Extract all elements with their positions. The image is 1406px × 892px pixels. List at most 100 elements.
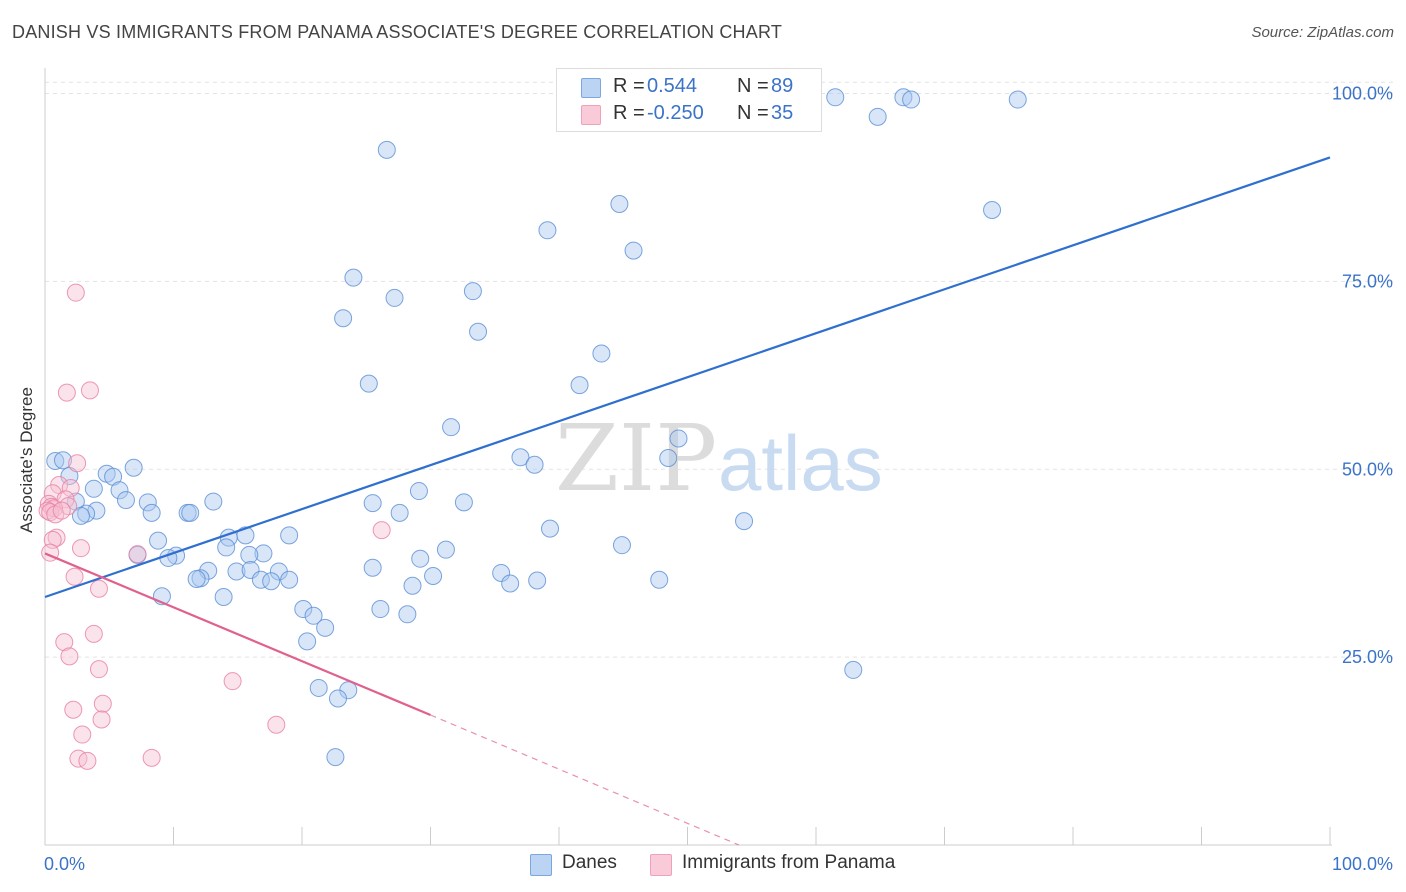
danes-point: [254, 544, 273, 563]
danes-point: [294, 600, 313, 619]
correlation-legend: R = 0.544 N = 89 R = -0.250 N = 35: [556, 68, 822, 132]
danes-point: [409, 482, 428, 501]
danes-point: [334, 309, 353, 328]
danes-point: [181, 503, 200, 522]
legend-swatch-panama: [581, 105, 601, 125]
danes-point: [142, 503, 161, 522]
danes-point: [298, 632, 317, 651]
panama-point: [128, 545, 147, 564]
danes-point: [403, 576, 422, 595]
danes-point: [328, 689, 347, 708]
danes-point: [528, 571, 547, 590]
danes-point: [326, 748, 345, 767]
danes-point: [735, 512, 754, 531]
danes-point: [442, 418, 461, 437]
panama-point: [84, 624, 103, 643]
danes-point: [187, 569, 206, 588]
panama-point: [66, 283, 85, 302]
danes-point: [110, 481, 129, 500]
panama-point: [92, 710, 111, 729]
legend-n-label: N =: [737, 102, 769, 124]
danes-point: [492, 563, 511, 582]
danes-point: [116, 491, 135, 510]
y-tick-label: 25.0%: [1342, 647, 1393, 667]
danes-point: [538, 221, 557, 240]
danes-point: [411, 549, 430, 568]
danes-point: [541, 519, 560, 538]
danes-point: [359, 374, 378, 393]
panama-trend-extension: [430, 714, 740, 846]
danes-point: [124, 458, 143, 477]
bottom-legend-label-danes: Danes: [562, 852, 617, 873]
danes-point: [71, 506, 90, 525]
danes-point: [902, 90, 921, 109]
danes-point: [469, 322, 488, 341]
danes-point: [363, 494, 382, 513]
panama-point: [68, 454, 87, 473]
danes-point: [149, 531, 168, 550]
panama-trend-line: [44, 552, 431, 717]
danes-point: [612, 536, 631, 555]
danes-point: [217, 538, 236, 557]
danes-point: [669, 429, 688, 448]
legend-n-value: 89: [771, 75, 794, 97]
panama-point: [89, 579, 108, 598]
tick-labels: 25.0% 50.0% 75.0% 100.0% 0.0% 100.0%: [44, 84, 1393, 874]
y-axis-label: Associate's Degree: [17, 387, 36, 533]
x-tick-label-min: 0.0%: [44, 854, 85, 874]
panama-point: [89, 660, 108, 679]
panama-point: [55, 633, 74, 652]
danes-point: [826, 88, 845, 107]
danes-point: [650, 570, 669, 589]
legend-n-value: 35: [771, 102, 794, 124]
danes-point: [454, 493, 473, 512]
danes-point: [138, 493, 157, 512]
danes-trend-line: [44, 156, 1331, 599]
legend-r-label: R =: [613, 102, 645, 124]
danes-point: [309, 678, 328, 697]
bottom-legend-label-panama: Immigrants from Panama: [682, 852, 896, 873]
panama-point: [80, 381, 99, 400]
danes-point: [398, 605, 417, 624]
danes-point: [868, 107, 887, 126]
danes-point: [371, 600, 390, 619]
panama-point: [372, 521, 391, 540]
panama-point: [57, 383, 76, 402]
danes-point: [46, 451, 65, 470]
danes-point: [53, 451, 72, 470]
axes: [44, 68, 1332, 846]
trend-lines: [44, 156, 1331, 846]
y-tick-label: 100.0%: [1332, 84, 1393, 104]
danes-point: [214, 588, 233, 607]
danes-point: [84, 479, 103, 498]
x-tick-label-max: 100.0%: [1332, 854, 1393, 874]
panama-point: [52, 501, 71, 520]
danes-point: [983, 201, 1002, 220]
panama-point: [61, 479, 80, 498]
y-tick-label: 75.0%: [1342, 271, 1393, 291]
danes-point: [463, 282, 482, 301]
danes-point: [511, 448, 530, 467]
danes-point: [280, 526, 299, 545]
danes-point: [280, 570, 299, 589]
y-tick-label: 50.0%: [1342, 459, 1393, 479]
danes-point: [377, 140, 396, 159]
danes-point: [501, 574, 520, 593]
danes-point: [525, 455, 544, 474]
panama-point: [267, 715, 286, 734]
data-points: [38, 88, 1027, 770]
panama-point: [64, 700, 83, 719]
watermark: ZIP atlas: [555, 405, 883, 512]
bottom-legend-swatch-panama: [650, 854, 672, 876]
danes-point: [659, 448, 678, 467]
legend-n-label: N =: [737, 75, 769, 97]
panama-point: [93, 694, 112, 713]
watermark-atlas: atlas: [718, 419, 883, 507]
chart-title: DANISH VS IMMIGRANTS FROM PANAMA ASSOCIA…: [12, 22, 783, 42]
danes-point: [592, 344, 611, 363]
danes-point: [304, 606, 323, 625]
source-credit: Source: ZipAtlas.com: [1251, 24, 1394, 41]
legend-r-value: 0.544: [647, 75, 698, 97]
panama-point: [71, 539, 90, 558]
